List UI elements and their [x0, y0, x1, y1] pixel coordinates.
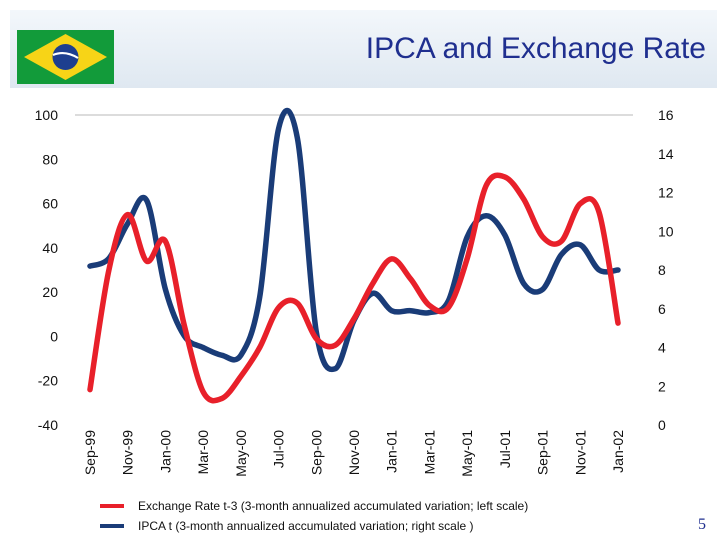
left-axis-tick-label: 80: [42, 151, 58, 167]
x-axis-tick-label: Mar-01: [421, 430, 437, 475]
title-banner: [10, 10, 717, 88]
left-axis-tick-label: -20: [38, 373, 58, 389]
left-axis-tick-label: 20: [42, 284, 58, 300]
right-axis-tick-label: 16: [658, 107, 674, 123]
legend-label-ipca: IPCA t (3-month annualized accumulated v…: [138, 519, 474, 533]
right-axis-tick-label: 12: [658, 185, 674, 201]
x-axis-tick-label: Nov-01: [572, 430, 588, 475]
legend: Exchange Rate t-3 (3-month annualized ac…: [100, 496, 528, 536]
x-axis-tick-label: Jan-01: [384, 430, 400, 473]
x-axis-tick-label: Jul-01: [497, 430, 513, 468]
x-axis-tick-label: Sep-99: [82, 430, 98, 475]
right-axis-tick-label: 0: [658, 417, 666, 433]
page-number: 5: [698, 516, 706, 533]
brazil-flag-icon: [17, 30, 114, 84]
page-title: IPCA and Exchange Rate: [365, 32, 706, 65]
right-axis-tick-label: 6: [658, 301, 666, 317]
x-axis-tick-label: Nov-00: [346, 430, 362, 475]
x-axis-tick-label: Sep-00: [308, 430, 324, 475]
legend-swatch-exchange-rate: [100, 504, 124, 508]
right-axis-tick-label: 2: [658, 378, 666, 394]
x-axis-tick-label: Sep-01: [535, 430, 551, 475]
legend-item-ipca: IPCA t (3-month annualized accumulated v…: [100, 516, 528, 536]
right-axis-tick-label: 8: [658, 262, 666, 278]
legend-swatch-ipca: [100, 524, 124, 528]
right-axis-tick-label: 4: [658, 340, 666, 356]
left-axis-tick-label: 100: [35, 107, 59, 123]
right-axis-tick-label: 14: [658, 146, 674, 162]
right-axis-tick-label: 10: [658, 223, 674, 239]
x-axis-tick-label: May-00: [233, 430, 249, 477]
left-axis-tick-label: 40: [42, 240, 58, 256]
left-axis-tick-label: 60: [42, 196, 58, 212]
series-line-ipca: [87, 107, 621, 373]
x-axis-tick-label: Nov-99: [120, 430, 136, 475]
legend-item-exchange-rate: Exchange Rate t-3 (3-month annualized ac…: [100, 496, 528, 516]
x-axis-tick-label: Jan-02: [610, 430, 626, 473]
flag-blue-globe: [52, 44, 79, 70]
series-line-exchange-rate: [87, 172, 621, 404]
x-axis-tick-label: Jul-00: [271, 430, 287, 468]
legend-label-exchange-rate: Exchange Rate t-3 (3-month annualized ac…: [138, 499, 529, 513]
left-axis-tick-label: -40: [38, 417, 58, 433]
x-axis-tick-label: Mar-00: [195, 430, 211, 475]
x-axis-tick-label: Jan-00: [157, 430, 173, 473]
x-axis-tick-label: May-01: [459, 430, 475, 477]
left-axis-tick-label: 0: [50, 328, 58, 344]
flag-white-band: [52, 51, 79, 59]
